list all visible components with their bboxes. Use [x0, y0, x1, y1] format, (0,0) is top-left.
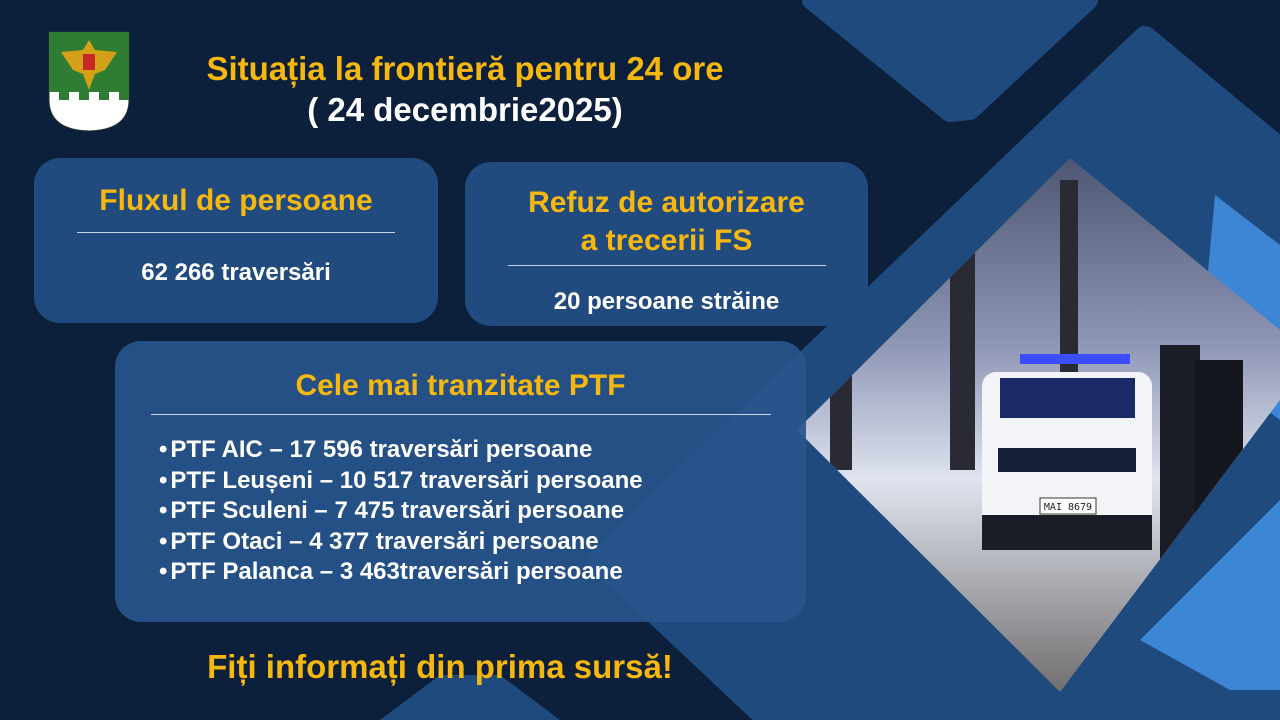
bottom-left-shape — [380, 675, 560, 720]
list-item-text: PTF Sculeni – 7 475 traversări persoane — [170, 497, 624, 524]
license-plate — [1039, 497, 1097, 515]
flux-title: Fluxul de persoane — [99, 184, 373, 217]
page-title: Situația la frontieră pentru 24 ore ( 24… — [140, 48, 790, 131]
flux-value: 62 266 traversări — [141, 259, 331, 286]
divider — [507, 265, 826, 266]
list-item: • PTF Leușeni – 10 517 traversări persoan… — [159, 466, 806, 497]
refuz-title-line2: a trecerii FS — [580, 224, 753, 257]
bullet-icon: • — [159, 558, 168, 585]
ptf-card: Cele mai tranzitate PTF • PTF AIC – 17 59… — [115, 341, 806, 622]
refuz-title-line1: Refuz de autorizare — [528, 186, 805, 219]
bullet-icon: • — [159, 527, 168, 555]
flux-persoane-card: Fluxul de persoane 62 266 traversări — [34, 158, 438, 323]
refuz-autorizare-card: Refuz de autorizare a trecerii FS 20 per… — [465, 162, 868, 326]
top-diamond-shape — [802, 0, 1098, 122]
slogan: Fiți informați din prima sursă! — [207, 648, 673, 685]
coat-of-arms-emblem — [47, 30, 131, 132]
refuz-value: 20 persoane străine — [553, 288, 780, 315]
list-item-text: PTF Otaci – 4 377 traversări persoane — [170, 527, 599, 555]
ptf-title: Cele mai tranzitate PTF — [295, 369, 626, 402]
ptf-list: • PTF AIC – 17 596 traversări persoane • P… — [115, 435, 806, 588]
list-item: • PTF Palanca – 3 463traversări persoane — [159, 557, 806, 588]
bullet-icon: • — [159, 436, 168, 463]
list-item: • PTF Sculeni – 7 475 traversări persoane — [159, 496, 806, 527]
title-date: ( 24 decembrie2025) — [307, 91, 623, 129]
divider — [77, 232, 395, 233]
list-item-text: PTF Palanca – 3 463traversări persoane — [170, 558, 623, 585]
list-item: • PTF AIC – 17 596 traversări persoane — [159, 435, 806, 466]
bullet-icon: • — [159, 466, 168, 494]
light-blue-bottom-shape — [1140, 500, 1280, 690]
bullet-icon: • — [159, 497, 168, 524]
license-plate-text: MAI 8679 — [1044, 502, 1092, 513]
list-item-text: PTF Leușeni – 10 517 traversări persoane — [170, 466, 643, 494]
title-main: Situația la frontieră pentru 24 ore — [206, 50, 724, 87]
list-item: • PTF Otaci – 4 377 traversări persoane — [159, 527, 806, 558]
divider — [150, 414, 771, 415]
list-item-text: PTF AIC – 17 596 traversări persoane — [170, 436, 593, 463]
